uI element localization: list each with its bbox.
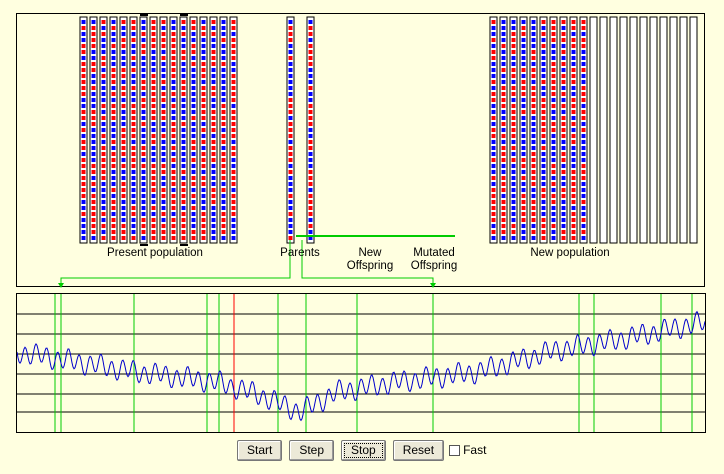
new-chromosome	[619, 16, 628, 244]
present-chromosome	[79, 16, 88, 244]
new-offspring-label-line1: New	[358, 247, 382, 259]
arrow-head	[58, 283, 64, 288]
new-chromosome	[499, 16, 508, 244]
present-population-label: Present population	[107, 247, 203, 259]
present-chromosome	[169, 16, 178, 244]
fitness-plot	[16, 293, 706, 433]
new-chromosome	[539, 16, 548, 244]
fast-toggle[interactable]: Fast	[449, 443, 486, 457]
present-chromosome	[159, 16, 168, 244]
selection-marker	[180, 244, 188, 246]
present-chromosome	[99, 16, 108, 244]
new-chromosome	[509, 16, 518, 244]
present-chromosome	[129, 16, 138, 244]
new-chromosome	[599, 16, 608, 244]
fitness-plot-svg	[16, 294, 706, 432]
parent-chromosome	[286, 16, 295, 244]
control-bar: Start Step Stop Reset Fast	[237, 439, 486, 461]
present-chromosome	[229, 16, 238, 244]
present-chromosome	[109, 16, 118, 244]
parent-link-line	[301, 240, 434, 286]
mutated-offspring-label: Mutated Offspring	[402, 247, 466, 273]
new-chromosome	[529, 16, 538, 244]
new-chromosome	[689, 16, 698, 244]
arrow-head	[430, 283, 436, 288]
new-chromosome	[639, 16, 648, 244]
reset-button[interactable]: Reset	[392, 439, 445, 461]
fast-label: Fast	[463, 443, 487, 457]
new-chromosome	[519, 16, 528, 244]
new-chromosome	[589, 16, 598, 244]
selection-marker	[140, 14, 148, 16]
mutated-offspring-label-line1: Mutated	[413, 247, 455, 259]
new-chromosome	[659, 16, 668, 244]
new-chromosome	[679, 16, 688, 244]
new-population-label: New population	[530, 247, 610, 259]
present-chromosome	[89, 16, 98, 244]
selection-marker	[140, 244, 148, 246]
present-chromosome	[119, 16, 128, 244]
present-chromosome	[139, 16, 148, 244]
new-offspring-label: New Offspring	[338, 247, 402, 273]
parent-link-line	[60, 240, 291, 286]
mutated-offspring-label-line2: Offspring	[410, 260, 458, 272]
new-chromosome	[489, 16, 498, 244]
new-chromosome	[579, 16, 588, 244]
present-chromosome	[219, 16, 228, 244]
population-diagram	[58, 14, 698, 288]
present-chromosome	[189, 16, 198, 244]
present-chromosome	[149, 16, 158, 244]
present-chromosome	[179, 16, 188, 244]
step-button[interactable]: Step	[289, 439, 335, 461]
stop-button[interactable]: Stop	[341, 439, 386, 461]
new-chromosome	[669, 16, 678, 244]
parents-label: Parents	[280, 247, 320, 259]
new-chromosome	[549, 16, 558, 244]
parent-chromosome	[306, 16, 315, 244]
new-offspring-label-line2: Offspring	[346, 260, 394, 272]
fitness-curve	[16, 310, 706, 422]
new-chromosome	[559, 16, 568, 244]
selection-marker	[180, 14, 188, 16]
present-chromosome	[209, 16, 218, 244]
new-chromosome	[569, 16, 578, 244]
new-chromosome	[649, 16, 658, 244]
new-chromosome	[609, 16, 618, 244]
fast-checkbox[interactable]	[449, 444, 461, 456]
new-chromosome	[629, 16, 638, 244]
present-chromosome	[199, 16, 208, 244]
start-button[interactable]: Start	[237, 439, 283, 461]
